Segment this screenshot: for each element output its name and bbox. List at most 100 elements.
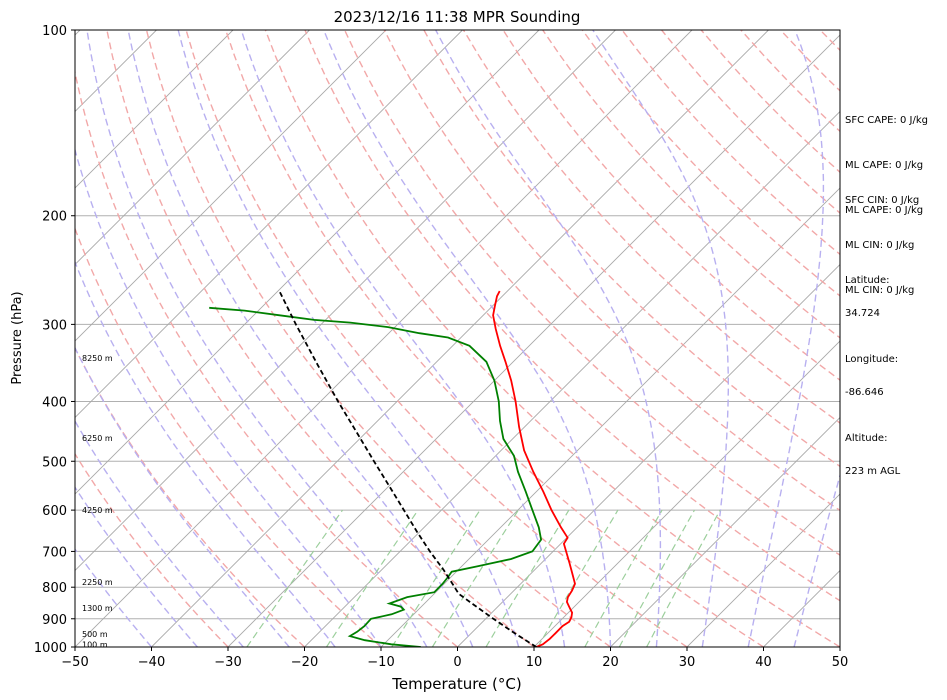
mixing-ratio-line xyxy=(537,509,619,647)
moist-adiabat xyxy=(435,30,662,647)
moist-adiabat xyxy=(75,260,336,647)
x-tick-label: 50 xyxy=(832,655,849,670)
y-tick-label: 600 xyxy=(42,504,67,519)
height-label: 1300 m xyxy=(82,604,113,613)
ml-cin-text: ML CIN: 0 J/kg xyxy=(845,240,915,251)
height-label: 2250 m xyxy=(82,578,113,587)
moist-adiabat xyxy=(75,485,198,647)
dry-adiabat xyxy=(383,30,840,512)
ml-cape-text-2: ML CAPE: 0 J/kg xyxy=(845,205,924,216)
x-tick-label: 10 xyxy=(526,655,543,670)
isotherm-line xyxy=(75,30,387,342)
isotherm-line xyxy=(75,30,540,495)
x-tick-label: 40 xyxy=(755,655,772,670)
moist-adiabat xyxy=(75,419,244,647)
longitude-value: -86.646 xyxy=(845,387,884,398)
y-tick-label: 200 xyxy=(42,210,67,225)
dry-adiabat xyxy=(343,30,840,556)
isotherm-line xyxy=(75,30,616,572)
mixing-ratio-line xyxy=(431,509,519,647)
isotherm-line xyxy=(227,34,840,647)
dry-adiabat xyxy=(75,68,458,647)
y-tick-label: 400 xyxy=(42,395,67,410)
y-tick-label: 500 xyxy=(42,455,67,470)
altitude-value: 223 m AGL xyxy=(845,466,901,477)
sfc-cin-text: SFC CIN: 0 J/kg xyxy=(845,195,920,206)
moist-adiabat xyxy=(793,473,840,647)
dry-adiabat xyxy=(75,452,229,647)
mixing-ratio-line xyxy=(618,509,696,647)
mixing-ratio-line xyxy=(325,509,419,647)
dry-adiabat xyxy=(581,30,840,297)
mixing-ratio-line xyxy=(246,509,343,647)
x-tick-label: −20 xyxy=(291,655,318,670)
x-tick-label: 20 xyxy=(602,655,619,670)
series-parcel-line xyxy=(278,290,537,647)
dry-adiabat xyxy=(145,30,611,647)
moist-adiabat xyxy=(75,147,382,647)
longitude-label: Longitude: xyxy=(845,354,899,365)
data-lines xyxy=(209,290,576,647)
x-tick-label: −30 xyxy=(214,655,241,670)
moist-adiabat xyxy=(75,346,290,647)
dry-adiabat xyxy=(225,30,764,647)
moist-adiabat xyxy=(747,30,825,647)
dry-adiabat xyxy=(185,30,688,647)
isotherm-line xyxy=(304,110,840,647)
y-tick-label: 800 xyxy=(42,581,67,596)
mixing-ratio-line xyxy=(584,509,663,647)
cin-stats: SFC CIN: 0 J/kg ML CIN: 0 J/kg ML CIN: 0… xyxy=(845,173,919,319)
x-axis-label: Temperature (°C) xyxy=(391,675,521,693)
isotherm-line xyxy=(533,340,840,647)
height-label: 6250 m xyxy=(82,434,113,443)
x-tick-label: 30 xyxy=(679,655,696,670)
dry-adiabat xyxy=(462,30,840,424)
y-axis-label: Pressure (hPa) xyxy=(10,291,25,384)
y-tick-label: 1000 xyxy=(34,641,67,656)
cape-stats: SFC CAPE: 0 J/kg ML CAPE: 0 J/kg ML CAPE… xyxy=(845,93,928,239)
dry-adiabat xyxy=(75,346,305,647)
x-tick-label: −10 xyxy=(367,655,394,670)
height-label: 100 m xyxy=(82,640,108,649)
moist-adiabat xyxy=(177,30,520,647)
mixing-ratio-line xyxy=(485,509,570,647)
y-tick-label: 900 xyxy=(42,613,67,628)
background-lines xyxy=(0,30,840,647)
isotherm-line xyxy=(380,187,840,647)
height-label: 4250 m xyxy=(82,506,113,515)
moist-adiabat xyxy=(75,547,153,647)
y-tick-label: 100 xyxy=(42,24,67,39)
x-tick-label: −50 xyxy=(61,655,88,670)
isotherm-line xyxy=(75,30,693,647)
y-tick-label: 700 xyxy=(42,545,67,560)
plot-area xyxy=(75,30,840,647)
latitude-value: 34.724 xyxy=(845,308,880,319)
series-temperature-line xyxy=(492,290,576,647)
height-label: 8250 m xyxy=(82,354,113,363)
isotherm-line xyxy=(686,493,840,647)
dry-adiabat xyxy=(264,30,840,647)
height-label: 500 m xyxy=(82,630,108,639)
isotherm-line xyxy=(457,263,840,647)
x-tick-label: 0 xyxy=(453,655,461,670)
ml-cape-text: ML CAPE: 0 J/kg xyxy=(845,160,924,171)
ml-cin-text-2: ML CIN: 0 J/kg xyxy=(845,285,915,296)
isotherm-line xyxy=(0,30,4,647)
isotherm-line xyxy=(75,30,234,189)
sfc-cape-text: SFC CAPE: 0 J/kg xyxy=(845,115,928,126)
x-tick-label: −40 xyxy=(138,655,165,670)
dry-adiabat xyxy=(542,30,840,339)
isotherm-line xyxy=(75,30,463,419)
mixing-ratio-line xyxy=(391,509,481,647)
dry-adiabat xyxy=(304,30,840,602)
dry-adiabat xyxy=(75,226,382,647)
dry-adiabat xyxy=(106,30,535,647)
moist-adiabat xyxy=(86,30,428,647)
mixing-ratio-line xyxy=(646,509,721,647)
altitude-label: Altitude: xyxy=(845,433,888,444)
isotherm-line xyxy=(75,30,310,266)
moist-adiabat xyxy=(240,30,566,647)
isotherm-line xyxy=(610,416,840,647)
